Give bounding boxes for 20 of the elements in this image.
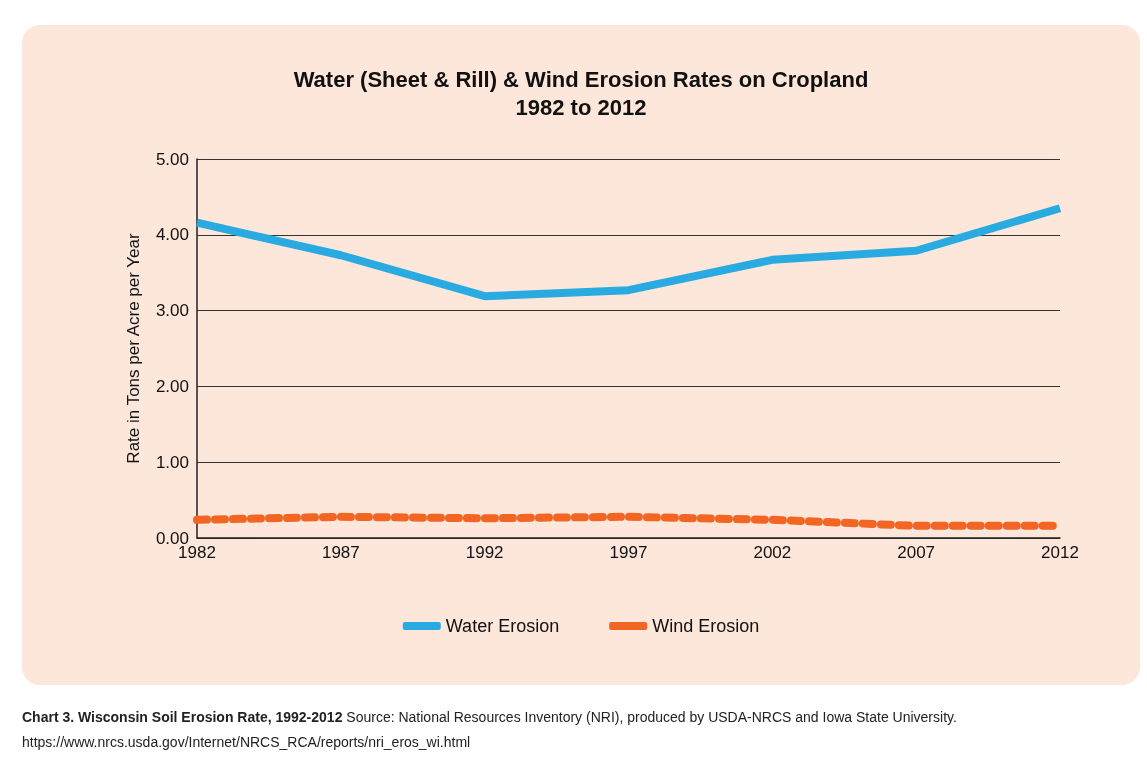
x-tick-label: 1987: [321, 543, 360, 562]
source-note: Source: National Resources Inventory (NRI), produced by USDA-NRCS and Iowa State University.: [346, 709, 957, 725]
text: https://www.nrcs.usda.gov/Internet/NRCS_RCA/reports/nri_eros_wi.html: [22, 734, 471, 750]
caption: Chart 3. Wisconsin Soil Erosion Rate, 1992-2012: [22, 709, 343, 725]
x-tick-label: 2002: [753, 543, 792, 562]
x-tick-label: 2007: [897, 543, 936, 562]
y-tick-label: 3.00: [155, 301, 189, 321]
y-tick-label: 4.00: [155, 225, 189, 245]
chart-title: Water (Sheet & Rill) & Wind Erosion Rates on Cropland: [293, 66, 869, 92]
chart-subtitle: 1982 to 2012: [515, 94, 647, 120]
legend-label: Water Erosion: [445, 616, 560, 636]
y-tick-label: 2.00: [155, 376, 189, 396]
x-tick-label: 1992: [465, 543, 504, 562]
y-tick-label: 1.00: [155, 452, 189, 472]
x-tick-label: 1982: [178, 543, 216, 562]
y-tick-label: 5.00: [155, 149, 189, 169]
x-tick-label: 1997: [609, 543, 648, 562]
y-axis-title: Rate in Tons per Acre per Year: [124, 233, 143, 464]
legend-label: Wind Erosion: [652, 616, 760, 636]
x-tick-label: 2012: [1041, 543, 1079, 562]
